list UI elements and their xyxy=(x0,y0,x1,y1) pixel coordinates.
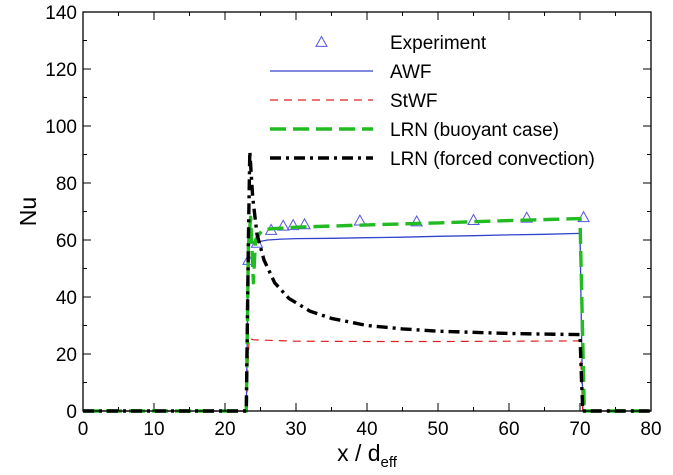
series-awf xyxy=(83,232,651,412)
y-tick-label: 40 xyxy=(56,288,77,309)
experiment-point xyxy=(298,217,311,230)
x-axis-label: x / deff xyxy=(337,440,398,471)
stwf-line xyxy=(83,337,651,412)
x-tick-label: 0 xyxy=(78,419,89,440)
awf-line xyxy=(83,232,651,412)
plot-area xyxy=(83,149,651,413)
lrn-forced-convection-line xyxy=(83,149,651,413)
legend-item-lrn-forced-convection: LRN (forced convection) xyxy=(270,149,595,170)
x-tick-label: 20 xyxy=(214,419,235,440)
y-axis-label: Nu xyxy=(15,197,41,226)
legend-item-lrn-buoyant-case: LRN (buoyant case) xyxy=(270,120,559,141)
y-tick-label: 80 xyxy=(56,174,77,195)
y-tick-label: 100 xyxy=(45,117,77,138)
experiment-point xyxy=(410,214,424,227)
y-tick-label: 20 xyxy=(56,345,77,366)
legend-marker-triangle xyxy=(315,35,328,47)
x-axis-label-main: x / d xyxy=(337,440,380,466)
plot-frame xyxy=(82,11,652,412)
series-stwf xyxy=(83,337,651,412)
legend-label: StWF xyxy=(390,91,438,112)
x-tick-label: 60 xyxy=(498,419,519,440)
x-tick-label: 30 xyxy=(285,419,306,440)
legend-item-awf: AWF xyxy=(270,62,432,83)
experiment-point xyxy=(286,218,300,231)
series-lrn-buoyant-case xyxy=(83,215,651,413)
y-tick-label: 140 xyxy=(45,3,77,24)
x-tick-label: 50 xyxy=(427,419,448,440)
series-lrn-forced-convection xyxy=(83,149,651,413)
x-tick-label: 40 xyxy=(356,419,377,440)
axis-ticks: 0 10 20 30 40 50 60 70 80 0 20 40 60 80 100 120 140 xyxy=(45,3,661,440)
legend-label: LRN (buoyant case) xyxy=(390,120,559,141)
experiment-point xyxy=(467,213,480,225)
legend-label: Experiment xyxy=(390,33,487,54)
legend: Experiment AWF StWF LRN (buoyant case) LRN (… xyxy=(270,33,595,170)
legend-label: LRN (forced convection) xyxy=(390,149,595,170)
y-tick-label: 0 xyxy=(66,402,77,423)
legend-item-stwf: StWF xyxy=(270,91,438,112)
experiment-point xyxy=(276,219,290,231)
x-tick-label: 80 xyxy=(640,419,661,440)
x-axis-label-subscript: eff xyxy=(381,454,398,471)
x-tick-label: 70 xyxy=(569,419,590,440)
y-tick-label: 60 xyxy=(56,231,77,252)
experiment-point xyxy=(577,210,590,223)
legend-label: AWF xyxy=(390,62,432,83)
experiment-point xyxy=(520,211,534,223)
x-tick-label: 10 xyxy=(143,419,164,440)
lrn-buoyant-case-line xyxy=(83,215,651,413)
legend-item-experiment: Experiment xyxy=(315,33,487,54)
y-tick-label: 120 xyxy=(45,60,77,81)
